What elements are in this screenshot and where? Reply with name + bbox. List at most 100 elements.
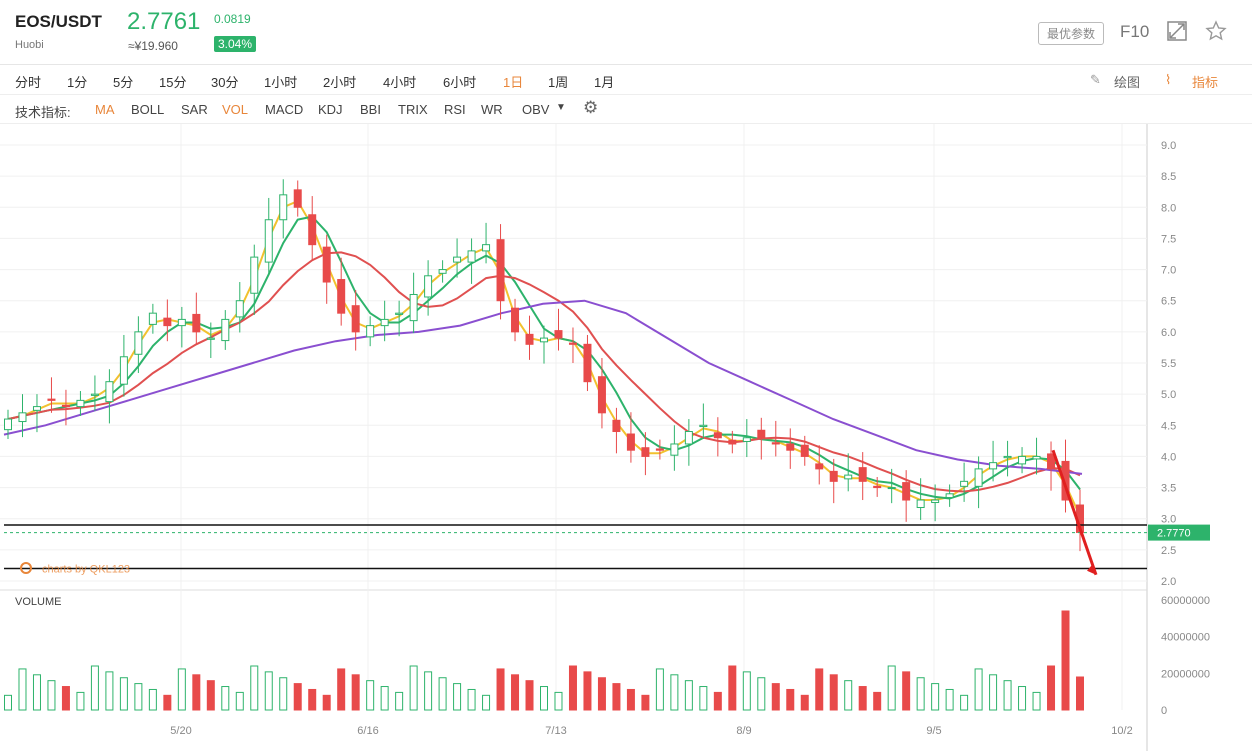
y-tick-label: 3.5 [1161, 483, 1176, 495]
ind-sar[interactable]: SAR [181, 102, 208, 117]
volume-bar [1018, 686, 1027, 711]
star-icon[interactable] [1205, 20, 1227, 42]
candle-body [713, 432, 722, 439]
ma30-line [7, 251, 1081, 493]
ind-boll[interactable]: BOLL [131, 102, 165, 117]
volume-bar [250, 665, 259, 711]
candle-body [728, 439, 737, 445]
candle-body [742, 437, 751, 442]
ind-rsi[interactable]: RSI [444, 102, 466, 117]
volume-bar [540, 686, 548, 711]
ind-wr[interactable]: WR [481, 102, 503, 117]
ind-trix[interactable]: TRIX [398, 102, 428, 117]
gear-icon[interactable]: ⚙ [583, 98, 599, 117]
tf-11[interactable]: 1月 [594, 75, 615, 90]
candle-body [887, 487, 896, 490]
draw-tool[interactable]: 绘图 [1114, 75, 1141, 90]
candle-body [815, 463, 824, 470]
volume-bar [858, 686, 867, 711]
volume-bar [568, 665, 577, 711]
candle-chart[interactable]: 9.0 8.5 8.0 7.5 7.0 6.5 6.0 5.5 5.0 4.5 4.0 3.5 3.0 2… [0, 124, 1252, 751]
candle-body [4, 418, 12, 431]
exchange-label: Huobi [15, 39, 44, 51]
candle-body [626, 433, 635, 451]
fullscreen-icon[interactable] [1166, 20, 1188, 42]
volume-bar [1047, 665, 1056, 711]
tf-8[interactable]: 6小时 [443, 75, 477, 90]
volume-bar [641, 694, 650, 711]
volume-bar [655, 668, 664, 711]
candle-body [32, 406, 41, 411]
x-tick-label: 9/5 [926, 725, 941, 737]
y-tick-label: 5.0 [1161, 389, 1176, 401]
ind-bbi[interactable]: BBI [360, 102, 381, 117]
tf-5[interactable]: 1小时 [264, 75, 298, 90]
volume-bar [105, 671, 114, 711]
arrow-head [1087, 563, 1096, 575]
volume-bar [453, 683, 462, 711]
volume-bar [684, 680, 693, 711]
volume-bar [829, 674, 838, 711]
candle-body [293, 189, 302, 208]
volume-bar [482, 694, 491, 711]
candle-body [119, 356, 128, 385]
volume-tick-label: 40000000 [1161, 632, 1210, 644]
candle-body [945, 493, 954, 499]
y-tick-label: 2.5 [1161, 545, 1176, 557]
ind-obv[interactable]: OBV [522, 102, 550, 117]
timeframe-bar: 分时 1分 5分 15分 30分 1小时 2小时 4小时 6小时 1日 1周 1… [0, 64, 1252, 95]
tf-4[interactable]: 30分 [211, 75, 239, 90]
volume-bar [380, 686, 389, 711]
volume-bar [713, 691, 722, 711]
dropdown-icon[interactable]: ▼ [556, 102, 566, 113]
candle-body [844, 474, 853, 480]
y-tick-label: 3.0 [1161, 514, 1176, 526]
candle-body [177, 318, 186, 327]
tf-3[interactable]: 15分 [159, 75, 187, 90]
candle-body [800, 444, 809, 457]
tf-10[interactable]: 1周 [548, 75, 569, 90]
y-tick-label: 7.0 [1161, 265, 1176, 277]
ind-vol[interactable]: VOL [222, 102, 249, 117]
tf-active[interactable]: 1日 [503, 75, 524, 90]
volume-bar [873, 691, 882, 711]
candle-body [438, 269, 447, 274]
volume-label: VOLUME [15, 596, 61, 608]
volume-bar [916, 677, 925, 711]
volume-bar [206, 680, 215, 711]
volume-bar [989, 674, 998, 711]
last-price: 2.7761 [127, 8, 201, 35]
indicator-label: 技术指标: [15, 105, 71, 120]
ind-macd[interactable]: MACD [265, 102, 304, 117]
volume-bar [264, 671, 273, 711]
tf-0[interactable]: 分时 [15, 75, 42, 90]
tf-1[interactable]: 1分 [67, 75, 88, 90]
params-button[interactable]: 最优参数 [1038, 22, 1105, 45]
candle-body [308, 214, 317, 246]
volume-bar [18, 668, 27, 711]
candle-body [612, 419, 621, 433]
candle-body [235, 300, 244, 318]
pencil-icon[interactable]: ✎ [1090, 72, 1101, 87]
indicator-tool[interactable]: 指标 [1192, 75, 1219, 90]
volume-bar [308, 688, 317, 711]
tf-2[interactable]: 5分 [113, 75, 134, 90]
volume-bar [728, 665, 737, 711]
y-tick-label: 2.0 [1161, 576, 1176, 588]
candle-body [757, 429, 766, 439]
last-price-tag [1148, 524, 1210, 541]
x-tick-label: 6/16 [357, 725, 378, 737]
tf-6[interactable]: 2小时 [323, 75, 357, 90]
candle-body [105, 381, 114, 403]
ind-ma[interactable]: MA [95, 102, 115, 117]
candle-body [902, 482, 911, 501]
f10-button[interactable]: F10 [1120, 22, 1150, 41]
volume-bar [221, 686, 230, 711]
ind-kdj[interactable]: KDJ [318, 102, 343, 117]
chart-line-icon[interactable]: ⌇ [1165, 72, 1172, 87]
volume-bar [887, 665, 896, 711]
volume-bar [771, 683, 780, 711]
tf-7[interactable]: 4小时 [383, 75, 417, 90]
candle-body [192, 313, 201, 333]
candle-body [641, 447, 650, 457]
